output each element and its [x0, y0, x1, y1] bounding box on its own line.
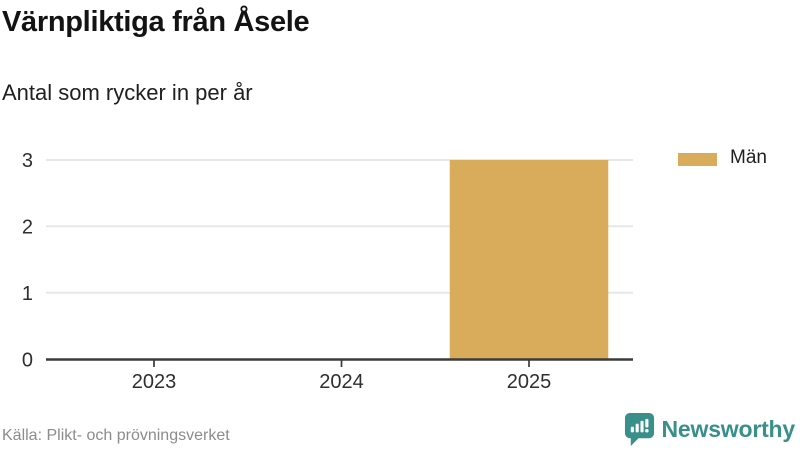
x-tick-label-2025: 2025 [507, 371, 552, 393]
legend: Män [678, 147, 767, 169]
x-tick-label-2023: 2023 [132, 371, 177, 393]
chart-subtitle: Antal som rycker in per år [2, 80, 253, 105]
newsworthy-chart-bubble-icon [624, 413, 654, 446]
bar-2025 [449, 160, 609, 359]
y-tick-label-0: 0 [22, 350, 33, 372]
y-tick-label-3: 3 [22, 150, 33, 172]
y-tick-label-2: 2 [22, 217, 33, 239]
legend-label-man: Män [730, 147, 767, 168]
legend-swatch-man [678, 152, 717, 166]
source-attribution: Källa: Plikt- och prövningsverket [2, 427, 230, 444]
y-tick-label-1: 1 [22, 283, 33, 305]
newsworthy-logo: Newsworthy [624, 412, 795, 446]
x-tick-label-2024: 2024 [319, 371, 364, 393]
page-title: Värnpliktiga från Åsele [2, 6, 310, 38]
newsworthy-wordmark: Newsworthy [661, 415, 796, 442]
